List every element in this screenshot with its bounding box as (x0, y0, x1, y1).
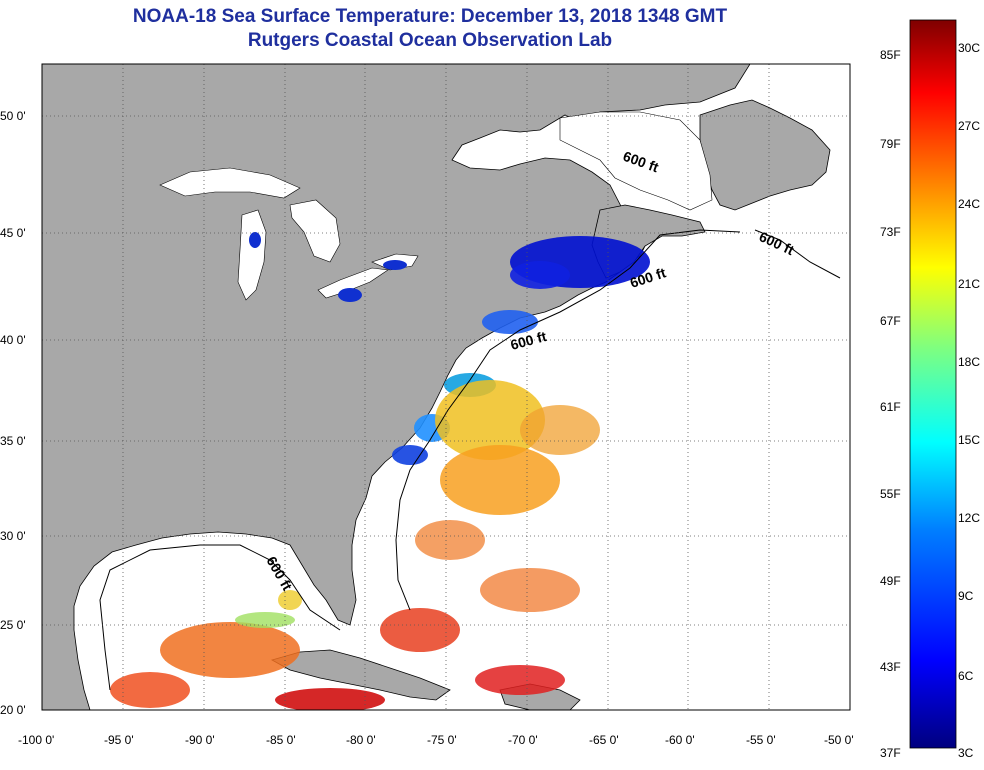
contour-600ft (99, 229, 841, 691)
lake-superior (159, 167, 301, 199)
colorbar-c-label: 15C (958, 433, 980, 447)
lon-tick-label: -80 0' (346, 733, 376, 747)
colorbar-c-label: 9C (958, 589, 974, 603)
map-frame (41, 63, 851, 711)
colorbar-f-label: 55F (880, 487, 901, 501)
lon-tick-label: -90 0' (185, 733, 215, 747)
lat-tick-label: 35 0' (0, 434, 26, 448)
lat-axis: 20 0' 25 0' 30 0' 35 0' 40 0' 45 0' 50 0… (0, 109, 26, 717)
colorbar-f-label: 43F (880, 660, 901, 674)
lat-tick-label: 25 0' (0, 618, 26, 632)
map-subtitle: Rutgers Coastal Ocean Observation Lab (247, 30, 613, 51)
lon-tick-label: -70 0' (508, 733, 538, 747)
colorbar-c-label: 21C (958, 277, 980, 291)
lat-tick-label: 30 0' (0, 529, 26, 543)
lake-erie (317, 267, 389, 299)
colorbar-c-label: 3C (958, 746, 974, 760)
colorbar-f-label: 49F (880, 574, 901, 588)
colorbar-f-label: 37F (880, 746, 901, 760)
colorbar-f-label: 67F (880, 314, 901, 328)
lon-tick-label: -60 0' (665, 733, 695, 747)
colorbar-f-label: 61F (880, 400, 901, 414)
lat-tick-label: 50 0' (0, 109, 26, 123)
colorbar-f-labels: 85F 79F 73F 67F 61F 55F 49F 43F 37F (880, 48, 901, 760)
lake-michigan (237, 209, 267, 301)
land-cuba (270, 649, 451, 701)
map-title: NOAA-18 Sea Surface Temperature: Decembe… (132, 6, 728, 27)
lon-tick-label: -75 0' (427, 733, 457, 747)
colorbar-f-label: 85F (880, 48, 901, 62)
lake-huron (289, 199, 341, 263)
grid-lines (42, 64, 850, 710)
colorbar-c-label: 12C (958, 511, 980, 525)
lon-tick-label: -65 0' (589, 733, 619, 747)
lat-tick-label: 45 0' (0, 226, 26, 240)
lon-tick-label: -55 0' (746, 733, 776, 747)
colorbar-f-label: 79F (880, 137, 901, 151)
colorbar-c-label: 6C (958, 669, 974, 683)
lon-tick-label: -50 0' (824, 733, 854, 747)
gulf-of-st-lawrence (559, 111, 713, 211)
lon-axis: -100 0' -95 0' -90 0' -85 0' -80 0' -75 … (18, 733, 854, 747)
colorbar-f-label: 73F (880, 225, 901, 239)
lat-tick-label: 40 0' (0, 333, 26, 347)
colorbar-c-label: 24C (958, 197, 980, 211)
colorbar-c-label: 30C (958, 41, 980, 55)
colorbar (909, 19, 957, 749)
colorbar-c-labels: 30C 27C 24C 21C 18C 15C 12C 9C 6C 3C (958, 41, 980, 760)
lon-tick-label: -85 0' (266, 733, 296, 747)
lon-tick-label: -100 0' (18, 733, 54, 747)
lat-tick-label: 20 0' (0, 703, 26, 717)
lon-tick-label: -95 0' (104, 733, 134, 747)
colorbar-c-label: 18C (958, 355, 980, 369)
colorbar-c-label: 27C (958, 119, 980, 133)
sst-data (110, 232, 650, 710)
